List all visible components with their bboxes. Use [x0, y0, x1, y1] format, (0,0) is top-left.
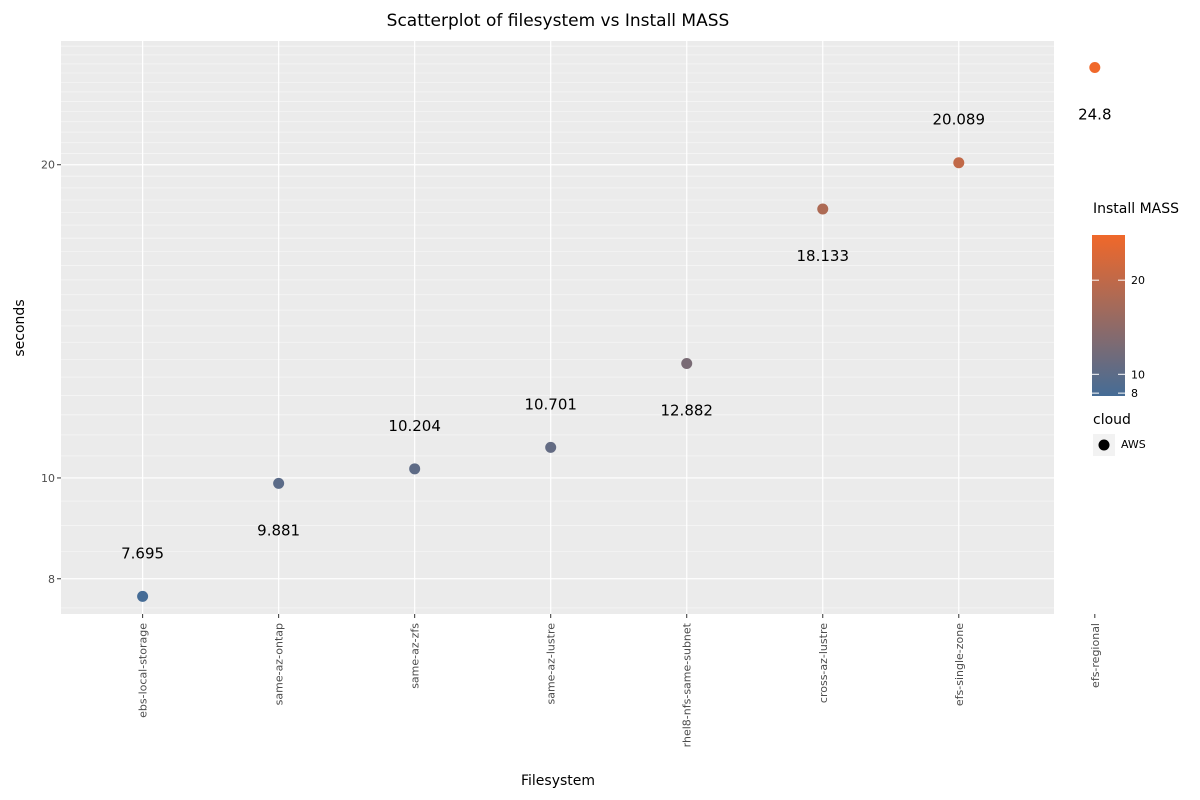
data-point	[681, 358, 693, 370]
shape-legend-title: cloud	[1093, 412, 1131, 428]
x-axis: ebs-local-storage same-az-ontap same-az-zf…	[137, 614, 1102, 747]
data-labels: 7.695 9.881 10.204 10.701 12.882 18.133 20.089…	[121, 106, 1111, 563]
y-tick-label: 20	[41, 159, 55, 172]
x-tick-label: ebs-local-storage	[137, 623, 150, 718]
plot-panel	[61, 41, 1054, 614]
x-tick-label: same-az-lustre	[545, 623, 558, 705]
colorbar-tick-label: 8	[1131, 387, 1138, 400]
data-label: 24.8	[1078, 106, 1111, 124]
data-label: 18.133	[797, 247, 850, 265]
y-tick-label: 10	[41, 472, 55, 485]
data-label: 7.695	[121, 544, 164, 562]
colorbar-tick-label: 10	[1131, 368, 1145, 381]
colorbar-ticks: 8 10 20	[1092, 274, 1145, 400]
data-point	[817, 203, 829, 215]
shape-legend-symbol	[1098, 439, 1110, 451]
y-tick-label: 8	[48, 573, 55, 586]
x-tick-label: efs-regional	[1089, 623, 1102, 688]
x-tick-label: rhel8-nfs-same-subnet	[681, 622, 694, 747]
grid-lines	[61, 41, 1096, 614]
color-legend-title: Install MASS	[1093, 201, 1179, 217]
data-label: 9.881	[257, 521, 300, 539]
data-label: 12.882	[660, 402, 713, 420]
x-axis-title: Filesystem	[521, 773, 595, 789]
y-axis: 8 10 20	[41, 159, 61, 586]
x-tick-label: cross-az-lustre	[817, 623, 830, 703]
shape-legend-label: AWS	[1121, 438, 1146, 451]
data-point	[953, 157, 965, 169]
data-point	[1089, 62, 1101, 74]
x-tick-label: same-az-ontap	[273, 623, 286, 705]
data-label: 20.089	[933, 111, 986, 129]
y-axis-title: seconds	[12, 299, 28, 356]
data-points	[137, 62, 1101, 602]
x-tick-label: same-az-zfs	[409, 623, 422, 689]
colorbar-tick-label: 20	[1131, 274, 1145, 287]
data-point	[137, 590, 149, 602]
colorbar	[1092, 235, 1125, 396]
chart-title: Scatterplot of filesystem vs Install MAS…	[387, 11, 730, 31]
data-point	[409, 463, 421, 475]
data-point	[545, 441, 557, 453]
data-label: 10.204	[388, 417, 441, 435]
x-tick-label: efs-single-zone	[953, 623, 966, 706]
data-label: 10.701	[524, 395, 577, 413]
data-point	[273, 477, 285, 489]
legend: Install MASS 8 10 20 cloud AWS	[1092, 201, 1179, 456]
